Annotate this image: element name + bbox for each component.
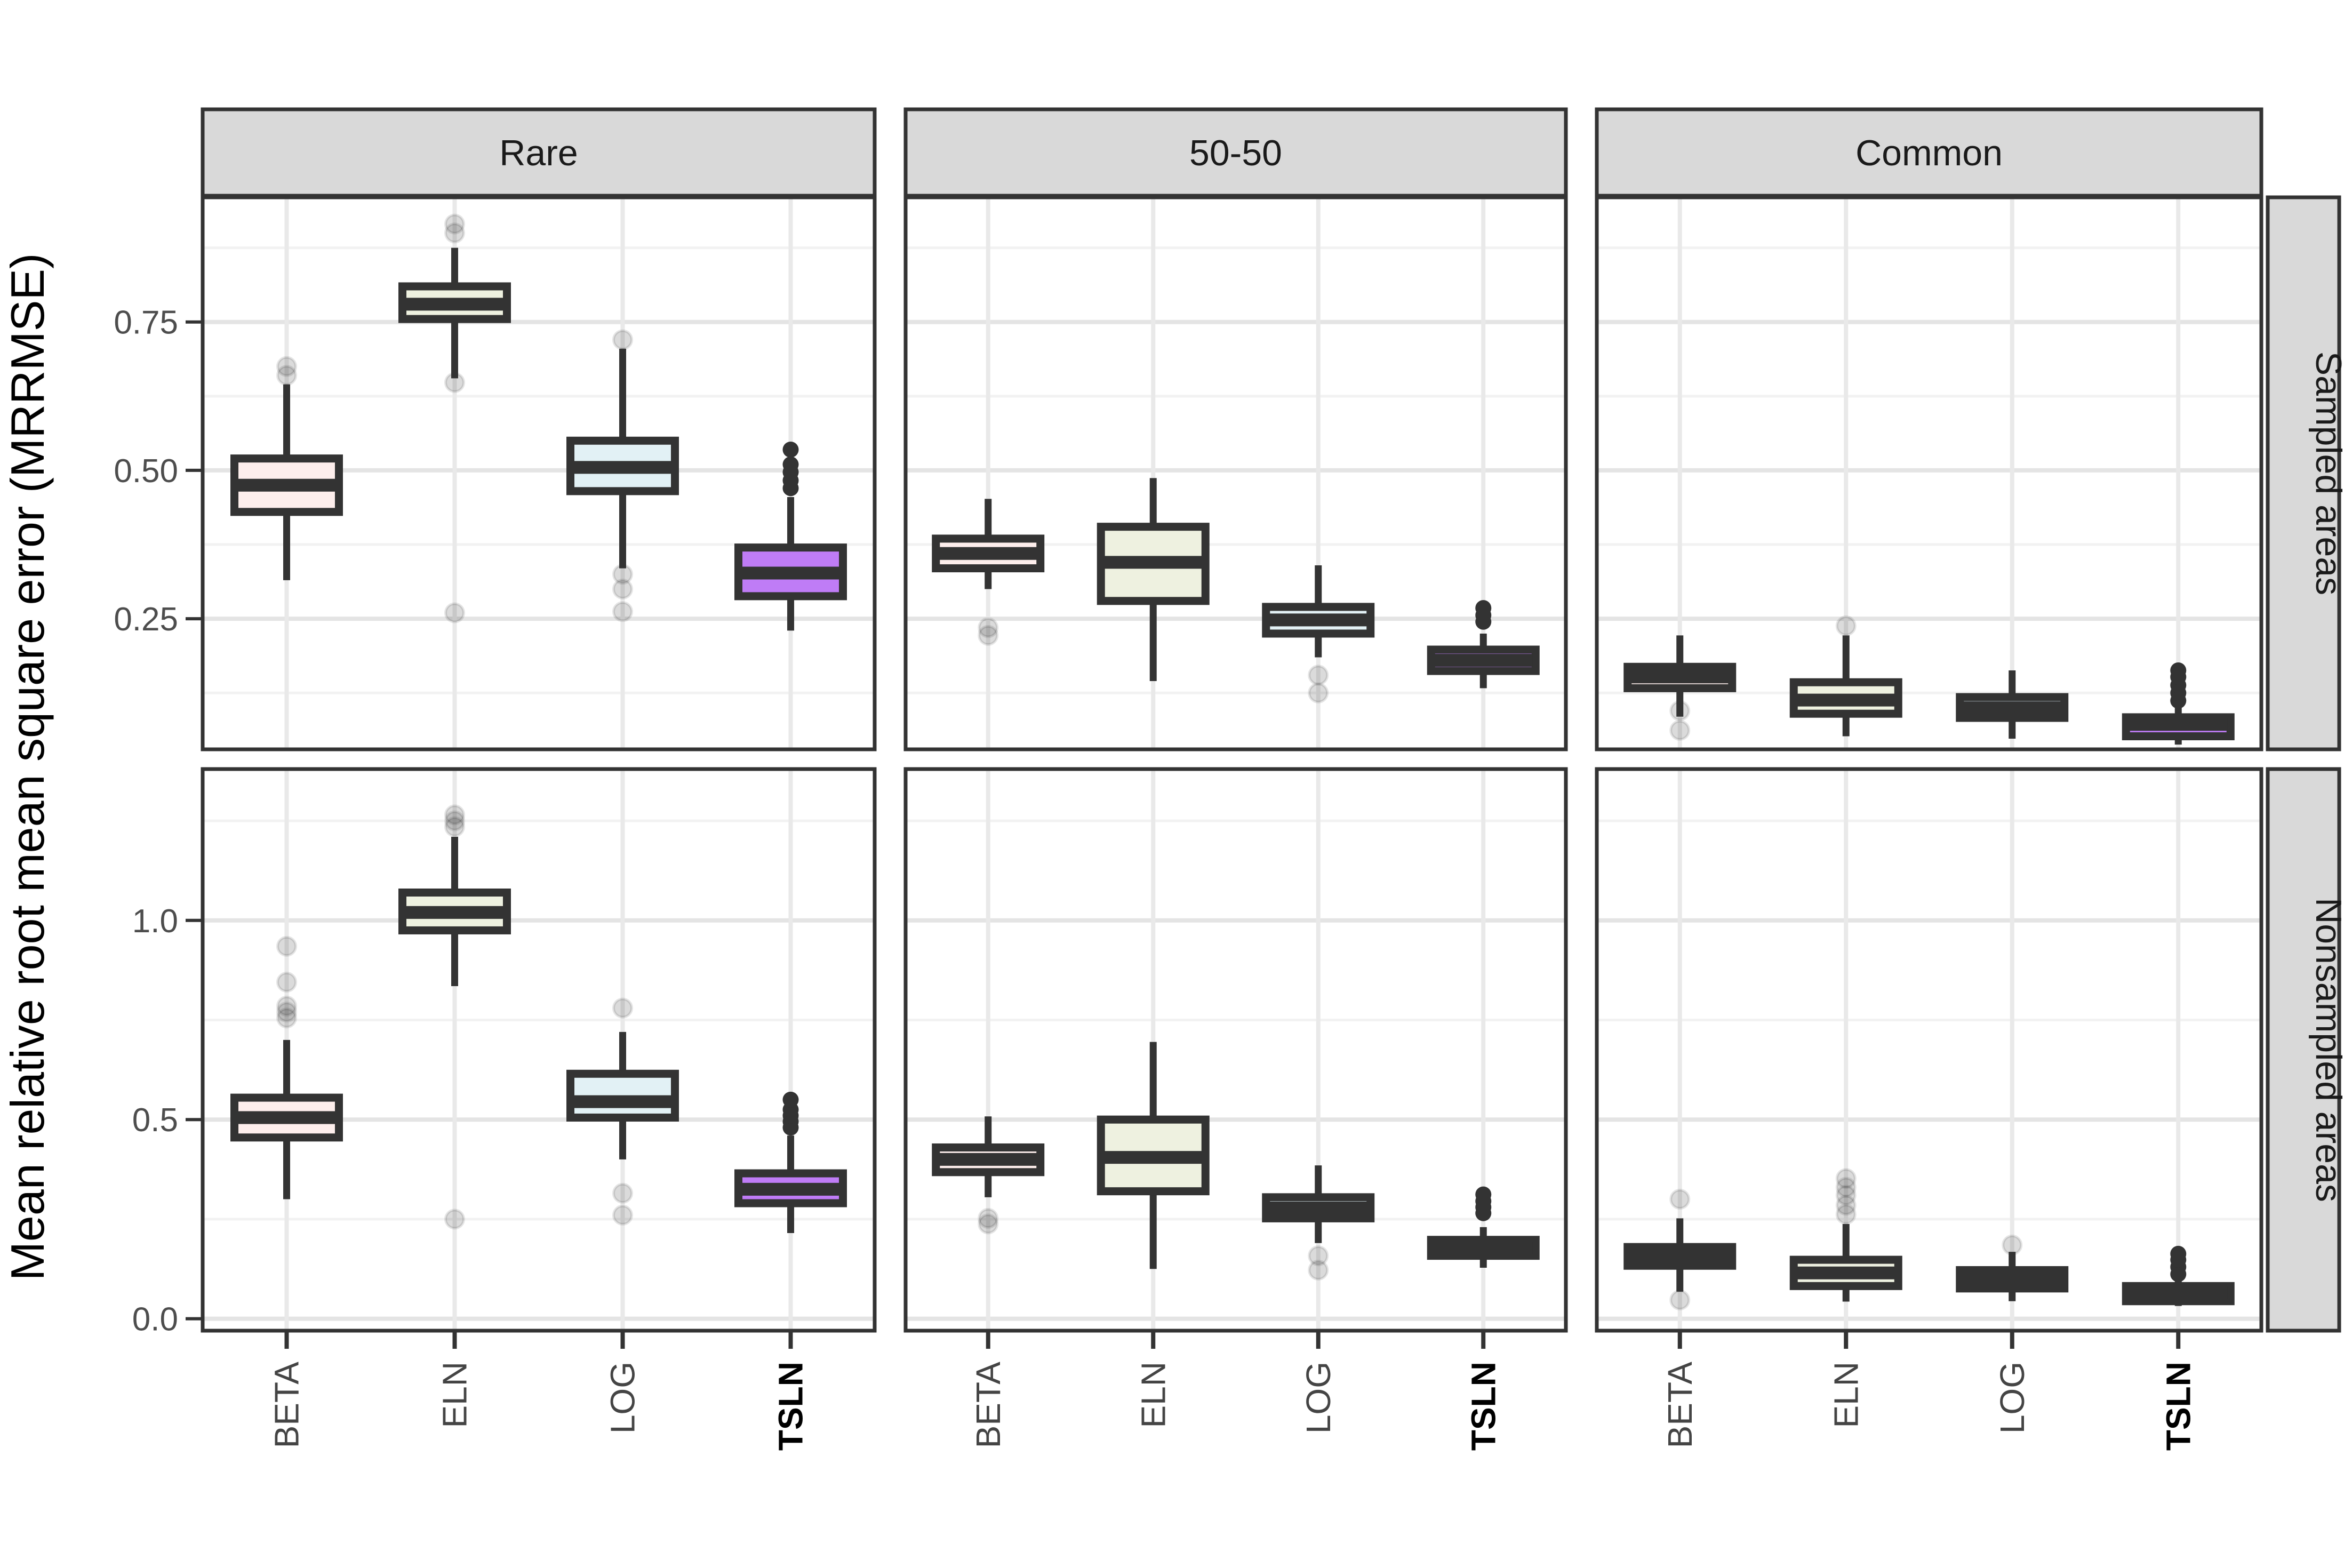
- y-axis-tick-label: 1.0: [132, 903, 178, 940]
- x-axis-category-label: TSLN: [1464, 1362, 1502, 1451]
- outlier-point-black: [2170, 662, 2187, 678]
- outlier-point-gray: [444, 1209, 465, 1230]
- outlier-point-gray: [444, 804, 465, 826]
- facet-column-strip: [201, 107, 877, 198]
- outlier-point-gray: [444, 816, 465, 837]
- x-axis-category-label: BETA: [969, 1362, 1007, 1449]
- facet-row-label: Sampled areas: [2308, 351, 2349, 595]
- outlier-point-black: [782, 1091, 799, 1108]
- outlier-point-gray: [612, 329, 633, 350]
- outlier-point-gray: [612, 579, 633, 600]
- outlier-point-black: [1475, 600, 1492, 617]
- outlier-point-gray: [276, 1002, 297, 1023]
- outlier-point-gray: [1835, 1168, 1857, 1189]
- y-axis-tick-label: 0.75: [114, 305, 178, 341]
- panel-background: [203, 769, 875, 1331]
- panel-background: [1597, 769, 2261, 1331]
- y-axis-tick-label: 0.5: [132, 1102, 178, 1139]
- outlier-point-gray: [444, 810, 465, 831]
- outlier-point-gray: [612, 1204, 633, 1226]
- y-axis-tick-label: 0.25: [114, 601, 178, 638]
- x-axis-category-label: BETA: [268, 1362, 306, 1449]
- panel-border: [201, 767, 877, 1333]
- outlier-point-black: [782, 441, 799, 458]
- panel-background: [1597, 197, 2261, 749]
- x-axis-category-label: LOG: [1299, 1362, 1338, 1434]
- outlier-point-gray: [276, 972, 297, 993]
- x-axis-category-label: LOG: [1993, 1362, 2031, 1434]
- outlier-point-gray: [1835, 615, 1857, 637]
- outlier-point-gray: [978, 1213, 999, 1235]
- y-axis-tick-label: 0.50: [114, 453, 178, 490]
- outlier-point-gray: [1835, 1185, 1857, 1206]
- y-axis-title: Mean relative root mean square error (MR…: [1, 253, 54, 1281]
- x-axis-category-label: ELN: [436, 1362, 474, 1428]
- y-axis-tick-label: 0.0: [132, 1301, 178, 1338]
- panel-border: [903, 195, 1568, 751]
- outlier-point-gray: [276, 935, 297, 957]
- x-axis-category-label: TSLN: [772, 1362, 810, 1451]
- facet-column-label: 50-50: [1189, 133, 1282, 173]
- panel-border: [1595, 767, 2263, 1333]
- x-axis-category-label: BETA: [1661, 1362, 1699, 1449]
- facet-row-strip: [2266, 195, 2341, 751]
- facet-column-label: Common: [1855, 133, 2003, 173]
- outlier-point-gray: [444, 213, 465, 235]
- outlier-point-gray: [612, 601, 633, 622]
- outlier-point-black: [782, 456, 799, 473]
- outlier-point-gray: [1835, 1204, 1857, 1225]
- x-axis-category-label: ELN: [1827, 1362, 1865, 1428]
- outlier-point-gray: [978, 1207, 999, 1229]
- outlier-point-gray: [444, 602, 465, 623]
- outlier-point-gray: [978, 617, 999, 638]
- x-axis-category-label: LOG: [604, 1362, 642, 1434]
- outlier-point-black: [1475, 1186, 1492, 1203]
- x-axis-category-label: ELN: [1134, 1362, 1172, 1428]
- outlier-point-black: [2170, 1245, 2187, 1262]
- outlier-point-gray: [276, 356, 297, 377]
- facet-column-label: Rare: [499, 133, 578, 173]
- panel-border: [201, 195, 877, 751]
- outlier-point-gray: [2002, 1234, 2023, 1255]
- outlier-point-gray: [1308, 1245, 1329, 1267]
- outlier-point-gray: [1835, 1195, 1857, 1216]
- outlier-point-gray: [1835, 1177, 1857, 1198]
- outlier-point-gray: [1669, 1189, 1691, 1210]
- facet-column-strip: [903, 107, 1568, 198]
- outlier-point-gray: [612, 1182, 633, 1204]
- outlier-point-gray: [276, 995, 297, 1017]
- outlier-point-gray: [1308, 682, 1329, 703]
- panel-border: [903, 767, 1568, 1333]
- facet-row-label: Nonsampled areas: [2308, 898, 2349, 1202]
- outlier-point-gray: [444, 222, 465, 244]
- facet-row-strip: [2266, 767, 2341, 1333]
- panel-border: [1595, 195, 2263, 751]
- outlier-point-gray: [612, 997, 633, 1019]
- outlier-point-gray: [978, 625, 999, 646]
- outlier-point-gray: [1308, 665, 1329, 686]
- x-axis-category-label: TSLN: [2159, 1362, 2197, 1451]
- outlier-point-gray: [1308, 1259, 1329, 1281]
- outlier-point-gray: [276, 1007, 297, 1029]
- outlier-point-gray: [1669, 1289, 1691, 1310]
- outlier-point-gray: [1669, 719, 1691, 741]
